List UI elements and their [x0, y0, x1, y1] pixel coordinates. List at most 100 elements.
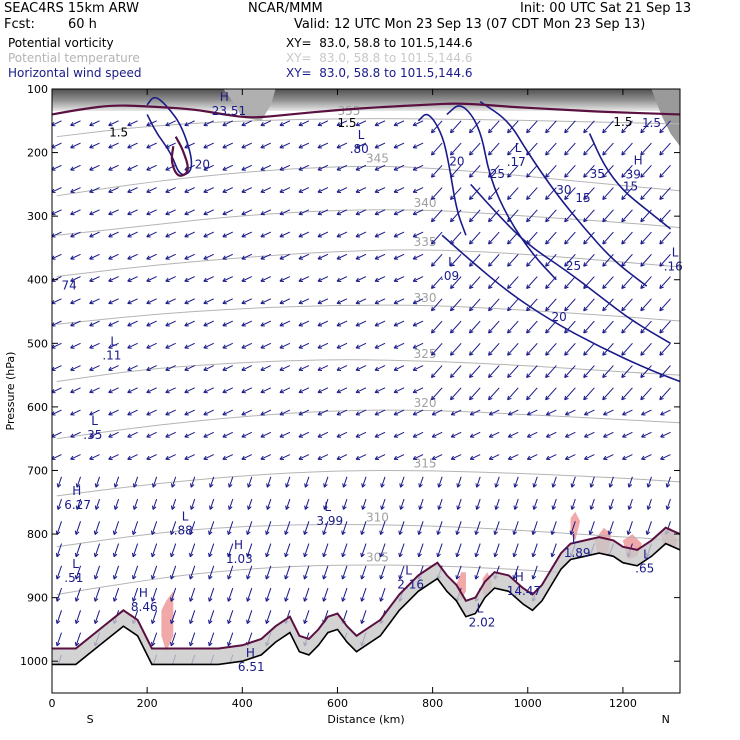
wind-arrow [393, 253, 405, 260]
wind-arrow-head [336, 411, 340, 416]
pv-extremum-value: .80 [350, 142, 369, 156]
wind-arrow [437, 521, 443, 535]
wind-arrow-head [150, 641, 153, 646]
wind-arrow-head [303, 575, 305, 580]
wind-arrow-head [640, 397, 645, 401]
wind-arrow-head [279, 455, 283, 460]
wind-arrow [526, 320, 538, 334]
wind-arrow-head [360, 530, 362, 535]
wind-arrow-head [507, 375, 512, 378]
wind-arrow [622, 454, 633, 460]
theta-contour [56, 524, 680, 548]
wind-arrow-head [583, 219, 588, 223]
wind-arrow [70, 209, 81, 215]
wind-arrow-head [531, 530, 534, 535]
wind-arrow [355, 120, 367, 126]
wind-arrow [603, 431, 614, 438]
wind-arrow-head [355, 144, 359, 149]
pv-1-5-contour [52, 102, 680, 119]
wind-arrow [108, 187, 119, 193]
wind-arrow-head [70, 366, 74, 371]
wind-arrow-head [52, 144, 55, 149]
wind-arrow [260, 164, 272, 171]
wind-arrow [222, 298, 234, 304]
wind-arrow-head [507, 150, 509, 156]
wind-arrow-head [417, 530, 420, 535]
wind-arrow [89, 209, 100, 215]
wind-arrow-head [70, 433, 74, 438]
wind-arrow [545, 298, 557, 312]
wind-arrow [495, 476, 500, 488]
wind-arrow-head [659, 331, 664, 334]
wind-arrow-head [322, 575, 324, 580]
wind-arrow-head [640, 306, 643, 311]
wind-arrow-head [133, 484, 138, 488]
wind-arrow [355, 387, 367, 393]
wind-arrow-head [279, 299, 283, 304]
wind-arrow-head [602, 195, 605, 200]
wind-arrow-head [469, 286, 474, 289]
wind-arrow [532, 565, 538, 580]
y-tick-label: 200 [27, 147, 48, 160]
wind-arrow-head [246, 576, 251, 580]
wind-arrow-head [146, 299, 150, 304]
wind-arrow [222, 120, 234, 126]
pv-extremum-type: L [643, 548, 650, 562]
wind-arrow-head [76, 506, 81, 510]
wind-arrow-head [438, 484, 442, 488]
pv-1-5-contour [170, 136, 189, 177]
wind-arrow [621, 365, 633, 378]
wind-arrow [203, 454, 214, 460]
wind-arrow [450, 365, 462, 378]
wind-arrow [151, 587, 158, 602]
wind-arrow [303, 587, 310, 602]
theta-contour [56, 469, 680, 497]
wind-arrow [279, 187, 291, 193]
wind-arrow-head [469, 375, 474, 378]
wind-arrow-head [622, 433, 626, 438]
wind-arrow [545, 365, 557, 378]
wind-arrow [469, 142, 481, 156]
wind-arrow-head [583, 197, 588, 200]
wind-arrow [127, 209, 138, 215]
wind-arrow-head [380, 505, 382, 510]
wind-arrow [89, 276, 100, 282]
wind-arrow-head [317, 433, 321, 438]
wind-arrow-head [246, 597, 248, 602]
wind-arrow-head [564, 173, 567, 178]
wind-arrow [317, 298, 329, 304]
wind-arrow-head [75, 598, 80, 602]
wind-arrow-head [74, 597, 77, 602]
pv-contour-label: 1.5 [337, 116, 356, 130]
wind-arrow-head [209, 484, 214, 488]
wind-arrow [508, 409, 519, 416]
wind-arrow [533, 476, 538, 488]
wind-arrow-head [222, 210, 226, 215]
wind-arrow [265, 565, 272, 580]
wind-arrow [393, 298, 405, 304]
wind-arrow [488, 187, 500, 200]
wind-arrow-head [526, 219, 531, 223]
wind-arrow-head [379, 575, 381, 580]
wind-arrow-head [265, 620, 270, 624]
wind-arrow-head [621, 219, 626, 223]
wind-arrow-head [513, 553, 518, 558]
wind-arrow [260, 187, 272, 193]
wind-arrow [189, 610, 196, 624]
wind-arrow-head [341, 552, 343, 557]
wind-arrow-head [146, 121, 150, 126]
wind-arrow-head [374, 121, 378, 126]
wind-arrow-head [450, 373, 452, 378]
wind-arrow-head [247, 505, 249, 510]
wind-arrow-head [265, 575, 267, 580]
wind-arrow-head [222, 188, 226, 193]
wind-arrow-head [284, 597, 286, 602]
wind-arrow-head [564, 262, 567, 267]
wind-arrow [641, 454, 652, 460]
wind-arrow [114, 498, 120, 510]
wind-arrow-head [476, 484, 480, 488]
wind-arrow-head [545, 411, 550, 416]
wind-arrow-head [70, 299, 74, 304]
wind-arrow-head [317, 366, 321, 371]
